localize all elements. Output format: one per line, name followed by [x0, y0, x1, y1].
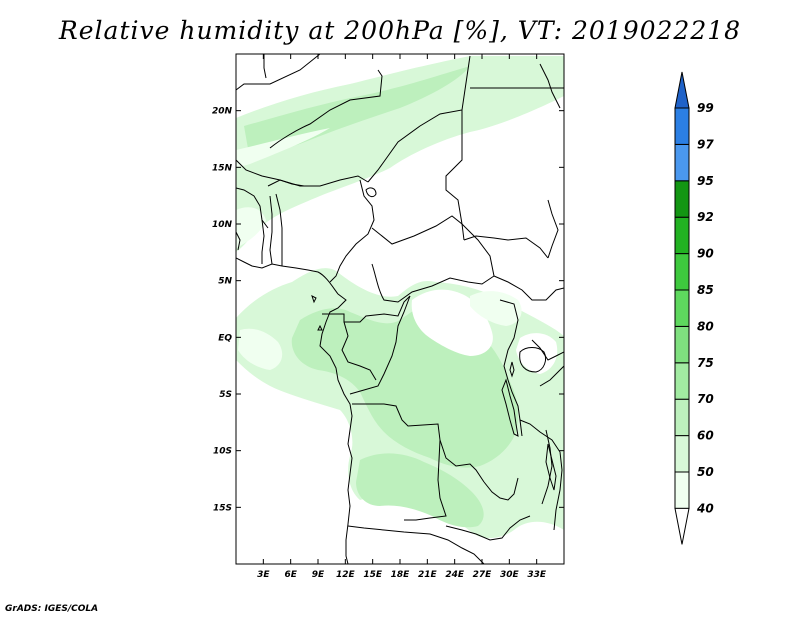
colorbar-bin [674, 471, 690, 509]
lat-tick-label: EQ [218, 333, 232, 343]
lat-tick-label: 10N [212, 220, 233, 230]
colorbar-label: 92 [697, 210, 714, 224]
lon-tick-label: 6E [284, 570, 297, 580]
humidity-streak [236, 128, 330, 168]
colorbar-bin [674, 362, 690, 400]
border-drc-angola [352, 403, 485, 483]
colorbar-label: 85 [697, 283, 714, 297]
border-malawi [541, 429, 553, 505]
border-ivory-ghana [261, 219, 265, 264]
lat-tick-label: 20N [212, 107, 233, 117]
lake-tanganyika [501, 378, 519, 437]
border-zambia-drc [483, 477, 519, 501]
colorbar-label: 40 [696, 501, 714, 515]
border-senegal-guinea [236, 187, 269, 229]
colorbar-label: 70 [697, 392, 714, 406]
colorbar-bin [674, 107, 690, 145]
colorbar-label: 60 [697, 429, 714, 443]
border-kenya-uganda [531, 339, 564, 361]
border-southsudan-east [493, 275, 564, 301]
map-title: Relative humidity at 200hPa [%], VT: 201… [58, 16, 742, 45]
humidity-patch-southeast [470, 291, 522, 326]
colorbar-label: 80 [697, 319, 714, 333]
colorbar-bin [674, 398, 690, 437]
colorbar-bin [674, 289, 690, 327]
colorbar-bin [674, 253, 690, 291]
border-namibia-angola [347, 525, 485, 564]
lon-tick-label: 24E [445, 570, 465, 580]
red-sea-coast [539, 63, 561, 109]
humidity-patch-nw [236, 207, 266, 248]
lon-tick-label: 30E [500, 570, 520, 580]
lon-tick-label: 18E [391, 570, 411, 580]
colorbar-label: 50 [697, 465, 714, 479]
colorbar-label: 97 [697, 137, 714, 151]
border-drc-uganda [499, 299, 523, 437]
humidity-shading [236, 56, 564, 539]
lake-malawi [545, 443, 557, 491]
lon-tick-label: 15E [363, 570, 383, 580]
border-gabon-congo [341, 321, 377, 381]
colorbar-bin [674, 325, 690, 364]
humidity-region-south [356, 453, 484, 528]
border-east-coast [519, 419, 563, 531]
border-nigeria-cameroon [329, 179, 375, 283]
border-mali-niger [269, 69, 383, 149]
border-congo-drc [349, 295, 411, 395]
colorbar-over-triangle [674, 71, 690, 109]
lake-kivu [509, 361, 515, 378]
lon-tick-label: 3E [257, 570, 270, 580]
colorbar-label: 90 [697, 247, 714, 261]
humidity-patch-west [238, 328, 283, 370]
border-ghana-togo [269, 195, 273, 265]
lat-tick-label: 5S [219, 390, 232, 400]
lat-tick-label: 10S [213, 447, 232, 457]
footer-credit: GrADS: IGES/COLA [5, 604, 99, 614]
lat-tick-label: 15N [212, 163, 233, 173]
colorbar-label: 95 [697, 174, 714, 188]
country-borders [236, 54, 564, 564]
lon-tick-label: 33E [527, 570, 547, 580]
border-benin [275, 193, 283, 266]
border-car-south [371, 263, 495, 303]
lat-tick-label: 5N [218, 277, 232, 287]
west-africa-coastline [236, 257, 353, 564]
border-niger-chad [367, 55, 471, 183]
lake-chad [365, 187, 377, 198]
border-mauritania-mali [236, 54, 321, 91]
border-zambia-south [445, 515, 531, 541]
border-sudan-ethiopia [547, 199, 559, 259]
colorbar-bin [674, 435, 690, 473]
lake-victoria [519, 347, 547, 373]
lon-tick-label: 12E [336, 570, 356, 580]
axis-ticks: 3E 6E 9E 12E 15E 18E 21E 24E 27E 30E 33E 20N 15N 10N 5… [212, 54, 564, 580]
border-guinea-coast [236, 231, 241, 251]
border-niger-nigeria [267, 175, 369, 187]
border-cameroon-gabon [322, 295, 411, 323]
border-sudan-southsudan [463, 235, 549, 259]
humidity-band-north [236, 56, 564, 252]
border-chad-car [371, 215, 495, 277]
border-angola-zambia [404, 439, 447, 521]
colorbar-bin [674, 216, 690, 255]
lon-tick-label: 21E [418, 570, 438, 580]
colorbar-bin [674, 143, 690, 182]
lat-tick-label: 15S [213, 503, 232, 513]
colorbar-label: 75 [697, 356, 714, 370]
colorbar-label: 99 [697, 101, 714, 115]
humidity-patch-east [536, 438, 564, 502]
border-tanzania-kenya [539, 365, 564, 387]
humidity-clear-zone-2 [516, 333, 558, 374]
colorbar-under-triangle [674, 507, 690, 545]
lon-tick-label: 27E [473, 570, 493, 580]
colorbar-bin [674, 180, 690, 218]
gulf-of-guinea-islands [311, 295, 323, 331]
colorbar: 40 50 60 70 75 80 85 90 92 95 97 99 [674, 71, 714, 545]
lon-tick-label: 9E [312, 570, 325, 580]
border-sahara-west [263, 54, 267, 79]
